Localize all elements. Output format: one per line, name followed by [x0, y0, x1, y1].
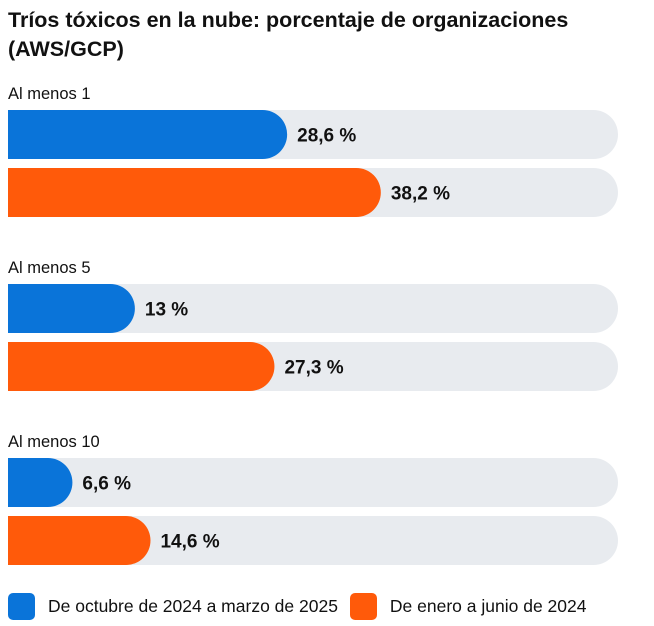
- legend-label-series-2: De enero a junio de 2024: [389, 595, 587, 616]
- legend: De octubre de 2024 a marzo de 2025 De en…: [8, 592, 598, 620]
- bar-2-series-2: [8, 342, 275, 391]
- value-label-1-series-1: 28,6 %: [297, 126, 356, 147]
- value-label-2-series-1: 13 %: [145, 300, 188, 321]
- category-label-1: Al menos 1: [8, 85, 91, 103]
- chart-title: Tríos tóxicos en la nube: porcentaje de …: [8, 8, 569, 61]
- bar-2-series-1: [8, 284, 135, 333]
- bar-track-2-1: [8, 284, 618, 333]
- bar-3-series-2: [8, 516, 151, 565]
- legend-swatch-series-2: [349, 592, 377, 620]
- bar-3-series-1: [8, 458, 73, 507]
- bar-track-3-1: [8, 458, 618, 507]
- category-label-3: Al menos 10: [8, 433, 100, 451]
- legend-item-series-2: De enero a junio de 2024: [349, 592, 587, 620]
- value-label-2-series-2: 27,3 %: [284, 358, 343, 379]
- legend-swatch-series-1: [8, 592, 35, 620]
- value-label-1-series-2: 38,2 %: [391, 184, 450, 205]
- value-label-3-series-2: 14,6 %: [160, 532, 219, 553]
- bar-1-series-1: [8, 110, 288, 159]
- legend-label-series-1: De octubre de 2024 a marzo de 2025: [48, 595, 338, 616]
- bar-chart: Al menos 1 28,6 % 38,2 % Al menos 5 13 % 27,3…: [8, 85, 618, 565]
- category-label-2: Al menos 5: [8, 259, 91, 277]
- bar-track-3-2: [8, 516, 618, 565]
- bar-1-series-2: [8, 168, 381, 217]
- value-label-3-series-1: 6,6 %: [82, 474, 131, 495]
- legend-item-series-1: De octubre de 2024 a marzo de 2025: [8, 592, 338, 620]
